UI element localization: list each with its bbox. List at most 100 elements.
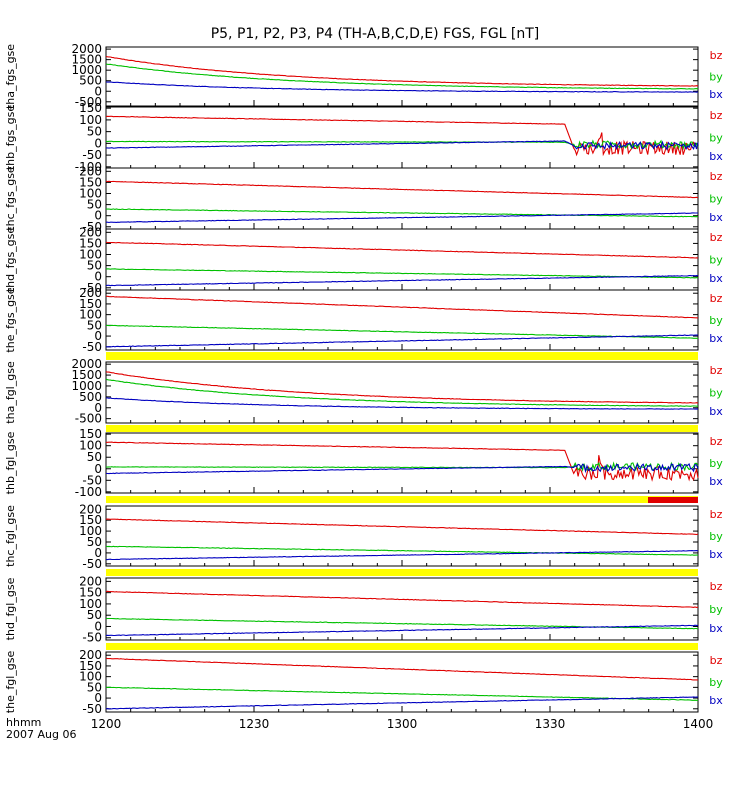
date-label: 2007 Aug 06 <box>6 728 77 741</box>
series-line-bx <box>106 212 698 224</box>
legend-by: by <box>709 530 723 543</box>
y-tick-label: -50 <box>82 148 102 162</box>
y-tick-label: -50 <box>82 473 102 487</box>
series-line-bx <box>106 550 699 561</box>
legend-bx: bx <box>709 211 723 224</box>
y-tick-label: 500 <box>79 74 102 88</box>
y-tick-label: -500 <box>75 412 102 426</box>
series-line-bz <box>106 295 699 319</box>
y-tick-label: 50 <box>87 608 102 622</box>
y-tick-label: 150 <box>79 297 102 311</box>
y-tick-label: 0 <box>94 691 102 705</box>
y-tick-label: 0 <box>94 329 102 343</box>
x-tick-label: 1200 <box>91 717 122 731</box>
y-tick-label: 0 <box>94 209 102 223</box>
legend-by: by <box>709 387 723 400</box>
y-tick-label: -100 <box>75 160 102 174</box>
legend-bz: bz <box>710 49 723 62</box>
y-tick-label: 200 <box>79 164 102 178</box>
y-tick-label: 50 <box>87 259 102 273</box>
y-tick-label: 100 <box>79 524 102 538</box>
legend-by: by <box>709 676 723 689</box>
x-tick-label: 1330 <box>535 717 566 731</box>
y-tick-label: 150 <box>79 175 102 189</box>
series-line-bx <box>105 81 699 93</box>
legend-bx: bx <box>709 150 723 163</box>
series-line-bz <box>105 55 699 87</box>
y-axis-label: the_fgs_gse <box>4 287 17 352</box>
legend-bx: bx <box>709 88 723 101</box>
series-line-bz <box>105 241 699 259</box>
y-tick-label: 100 <box>79 439 102 453</box>
y-axis-label: thd_fgl_gse <box>4 577 17 640</box>
legend-bz: bz <box>710 580 723 593</box>
y-tick-label: 2000 <box>71 42 102 56</box>
y-tick-label: -500 <box>75 95 102 109</box>
y-tick-label: 1500 <box>71 368 102 382</box>
y-tick-label: -100 <box>75 485 102 499</box>
panel-frame <box>105 361 699 424</box>
x-tick-label: 1230 <box>239 717 270 731</box>
y-tick-label: 1500 <box>71 53 102 67</box>
legend-bx: bx <box>709 475 723 488</box>
series-line-bz <box>105 371 699 404</box>
legend-bz: bz <box>710 170 723 183</box>
series-line-by <box>105 268 699 279</box>
series-line-bz <box>105 441 699 482</box>
series-line-bx <box>106 140 699 151</box>
legend-by: by <box>709 457 723 470</box>
y-tick-label: 150 <box>79 101 102 115</box>
y-tick-label: 150 <box>79 586 102 600</box>
legend-bx: bx <box>709 405 723 418</box>
y-axis-label: tha_fgl_gse <box>4 361 17 424</box>
y-tick-label: 500 <box>79 390 102 404</box>
series-line-bz <box>105 657 698 681</box>
series-line-by <box>106 208 699 218</box>
legend-bz: bz <box>710 292 723 305</box>
y-tick-label: 150 <box>79 513 102 527</box>
y-tick-label: 50 <box>87 535 102 549</box>
legend-bz: bz <box>710 109 723 122</box>
y-tick-label: 0 <box>94 136 102 150</box>
series-line-bx <box>106 397 699 410</box>
y-tick-label: 50 <box>87 318 102 332</box>
legend-by: by <box>709 193 723 206</box>
status-bar-yellow <box>106 569 698 576</box>
y-tick-label: 50 <box>87 680 102 694</box>
y-tick-label: 200 <box>79 225 102 239</box>
panel-frame <box>105 106 699 169</box>
legend-bx: bx <box>709 694 723 707</box>
status-bar-yellow <box>106 352 698 360</box>
legend-by: by <box>709 603 723 616</box>
legend-bz: bz <box>710 435 723 448</box>
y-tick-label: 150 <box>79 427 102 441</box>
series-line-bx <box>105 624 698 637</box>
y-tick-label: 100 <box>79 597 102 611</box>
legend-bx: bx <box>709 272 723 285</box>
y-axis-label: thc_fgs_gse <box>4 166 17 231</box>
series-line-bz <box>105 115 699 157</box>
x-tick-label: 1400 <box>683 717 714 731</box>
panel-frame <box>105 432 699 494</box>
panel-frame <box>105 167 699 230</box>
y-tick-label: 50 <box>87 198 102 212</box>
y-tick-label: 100 <box>79 670 102 684</box>
status-bar-red <box>648 497 698 503</box>
legend-bx: bx <box>709 332 723 345</box>
y-tick-label: 1000 <box>71 63 102 77</box>
y-tick-label: 0 <box>94 546 102 560</box>
series-line-bz <box>105 180 699 199</box>
series-line-by <box>105 378 698 407</box>
y-tick-label: 0 <box>94 401 102 415</box>
panel-frame <box>105 46 699 107</box>
legend-bz: bz <box>710 654 723 667</box>
y-tick-label: -50 <box>82 631 102 645</box>
